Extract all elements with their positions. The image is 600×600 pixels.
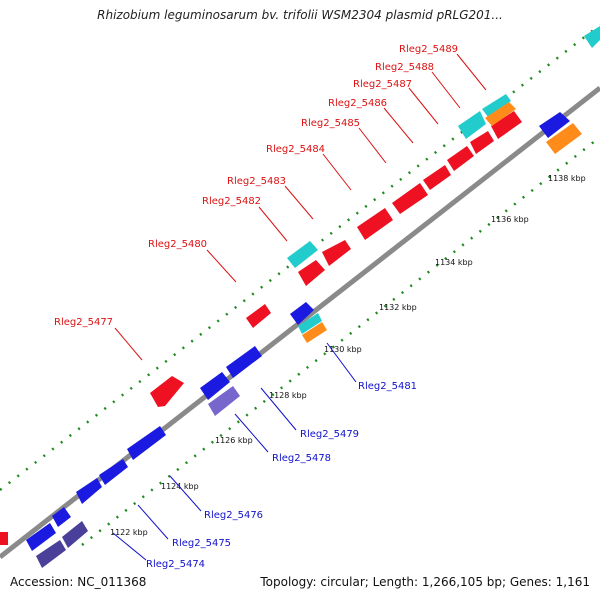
forward-gene-label-text: Rleg2_5477 Rleg2_5480 Rleg2_5482 Rleg2_5… (54, 44, 458, 328)
tick-label: 1122 kbp (110, 528, 148, 537)
gene-label-rleg2-5477[interactable]: Rleg2_5477 (54, 317, 113, 328)
gene-dark-slate[interactable] (62, 521, 88, 548)
gene-label-rleg2-5476[interactable]: Rleg2_5476 (204, 510, 263, 521)
reverse-genes (26, 112, 582, 568)
gene-red[interactable] (423, 165, 451, 190)
gene-label-rleg2-5488[interactable]: Rleg2_5488 (375, 62, 434, 73)
tick-label: 1128 kbp (269, 391, 307, 400)
gene-blue[interactable] (226, 346, 262, 378)
tick-label: 1130 kbp (324, 345, 362, 354)
gene-blue[interactable] (52, 507, 71, 527)
tick-label: 1132 kbp (379, 303, 417, 312)
gene-rleg2-5477[interactable] (150, 376, 184, 407)
gene-red[interactable] (392, 183, 428, 214)
gene-label-rleg2-5479[interactable]: Rleg2_5479 (300, 429, 359, 440)
gene-label-rleg2-5484[interactable]: Rleg2_5484 (266, 144, 325, 155)
gene-label-rleg2-5483[interactable]: Rleg2_5483 (227, 176, 286, 187)
gene-cyan[interactable] (482, 94, 511, 117)
gene-red[interactable] (246, 304, 271, 328)
gene-label-rleg2-5475[interactable]: Rleg2_5475 (172, 538, 231, 549)
gene-blue[interactable] (539, 112, 570, 138)
gene-cyan[interactable] (287, 241, 318, 268)
gene-red[interactable] (470, 131, 494, 154)
tick-label: 1134 kbp (435, 258, 473, 267)
gene-blue[interactable] (99, 459, 128, 485)
gene-orange[interactable] (485, 102, 516, 126)
gene-label-rleg2-5489[interactable]: Rleg2_5489 (399, 44, 458, 55)
forward-genes (0, 26, 600, 545)
gene-red[interactable] (491, 111, 522, 139)
genome-stats-text: Topology: circular; Length: 1,266,105 bp… (260, 575, 590, 589)
gene-label-rleg2-5474[interactable]: Rleg2_5474 (146, 559, 205, 570)
gene-label-rleg2-5481[interactable]: Rleg2_5481 (358, 381, 417, 392)
gene-red[interactable] (0, 532, 8, 545)
gene-label-rleg2-5487[interactable]: Rleg2_5487 (353, 79, 412, 90)
map-title: Rhizobium leguminosarum bv. trifolii WSM… (97, 8, 503, 22)
gene-red[interactable] (357, 208, 393, 240)
gene-red[interactable] (298, 260, 325, 286)
gene-blue[interactable] (127, 426, 166, 460)
gene-label-rleg2-5478[interactable]: Rleg2_5478 (272, 453, 331, 464)
gene-cyan[interactable] (458, 111, 486, 139)
gene-orange[interactable] (302, 322, 327, 343)
tick-label: 1126 kbp (215, 436, 253, 445)
tick-label: 1138 kbp (548, 174, 586, 183)
gene-rleg2-5479[interactable] (200, 372, 230, 400)
gene-rleg2-5476[interactable] (76, 478, 102, 504)
gene-label-rleg2-5486[interactable]: Rleg2_5486 (328, 98, 387, 109)
reverse-gene-labels (112, 342, 357, 561)
gene-rleg2-5478[interactable] (208, 386, 240, 416)
reverse-gene-label-text: Rleg2_5474 Rleg2_5475 Rleg2_5476 Rleg2_5… (146, 381, 417, 570)
gene-orange[interactable] (546, 123, 582, 154)
tick-labels: 1122 kbp 1124 kbp 1126 kbp 1128 kbp 1130… (110, 174, 586, 537)
gene-blue[interactable] (290, 302, 314, 325)
gene-red[interactable] (322, 240, 351, 266)
gene-label-rleg2-5482[interactable]: Rleg2_5482 (202, 196, 261, 207)
gene-label-rleg2-5480[interactable]: Rleg2_5480 (148, 239, 207, 250)
gene-cyan[interactable] (584, 26, 600, 48)
accession-text: Accession: NC_011368 (10, 575, 147, 589)
reverse-dotted-track (81, 136, 600, 546)
gene-rleg2-5481[interactable] (298, 313, 322, 334)
gene-red[interactable] (447, 146, 474, 171)
gene-label-rleg2-5485[interactable]: Rleg2_5485 (301, 118, 360, 129)
gene-rleg2-5475[interactable] (26, 523, 56, 551)
gene-rleg2-5474[interactable] (36, 540, 66, 568)
tick-label: 1136 kbp (491, 215, 529, 224)
forward-gene-labels (114, 53, 487, 361)
